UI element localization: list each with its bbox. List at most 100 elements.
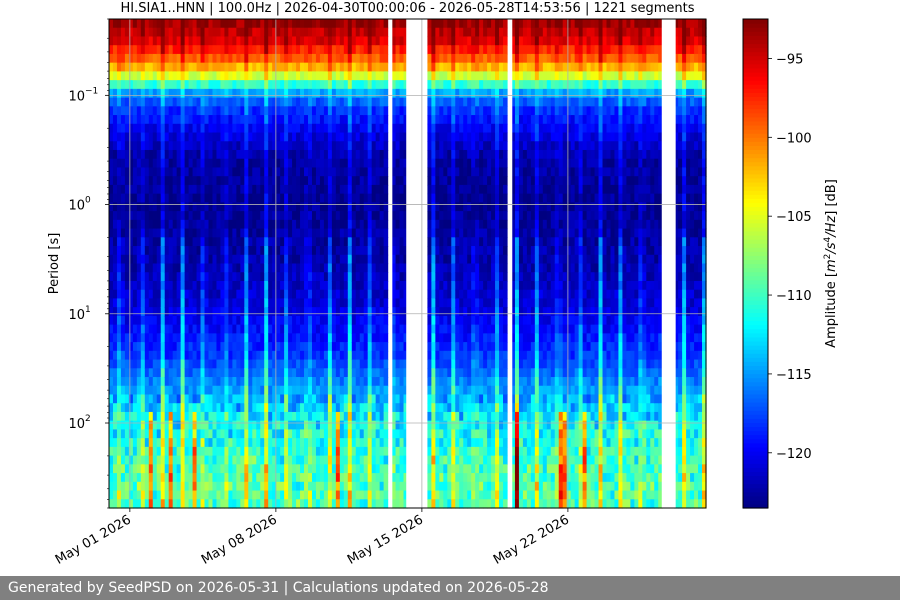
heatmap-cell <box>184 464 190 474</box>
heatmap-cell <box>319 289 325 300</box>
heatmap-cell <box>399 158 405 169</box>
heatmap-cell <box>220 455 226 465</box>
heatmap-cell <box>351 420 357 431</box>
heatmap-cell <box>292 333 297 343</box>
heatmap-cell <box>240 88 245 99</box>
heatmap-cell <box>300 106 305 116</box>
heatmap-cell <box>288 237 293 247</box>
heatmap-cell <box>160 45 166 55</box>
heatmap-cell <box>451 481 456 492</box>
heatmap-cell <box>156 27 162 38</box>
heatmap-cell <box>148 88 154 99</box>
heatmap-cell <box>355 420 361 431</box>
heatmap-cell <box>363 263 369 273</box>
heatmap-cell <box>463 411 468 422</box>
heatmap-cell <box>479 307 484 317</box>
heatmap-cell <box>455 342 460 352</box>
heatmap-cell <box>351 254 357 265</box>
heatmap-cell <box>292 438 297 448</box>
heatmap-cell <box>208 377 214 387</box>
heatmap-cell <box>308 411 313 422</box>
heatmap-cell <box>212 385 218 396</box>
heatmap-cell <box>463 324 468 334</box>
heatmap-cell <box>228 132 233 142</box>
heatmap-cell <box>371 385 377 396</box>
heatmap-cell <box>232 158 237 169</box>
heatmap-cell <box>379 219 385 230</box>
heatmap-cell <box>311 202 317 212</box>
heatmap-cell <box>296 149 301 160</box>
heatmap-cell <box>112 263 118 273</box>
heatmap-cell <box>220 123 226 134</box>
heatmap-cell <box>331 219 337 230</box>
heatmap-cell <box>172 176 178 186</box>
heatmap-cell <box>311 272 317 282</box>
heatmap-cell <box>216 263 222 273</box>
heatmap-cell <box>168 464 174 474</box>
heatmap-cell <box>451 499 456 509</box>
heatmap-cell <box>148 149 154 160</box>
heatmap-cell <box>284 473 289 483</box>
heatmap-cell <box>160 158 166 169</box>
heatmap-cell <box>455 446 460 457</box>
heatmap-cell <box>455 490 460 500</box>
heatmap-cell <box>451 420 456 431</box>
heatmap-cell <box>188 420 194 431</box>
heatmap-cell <box>264 307 269 317</box>
heatmap-cell <box>276 27 281 38</box>
heatmap-cell <box>124 246 130 256</box>
heatmap-cell <box>327 455 333 465</box>
heatmap-cell <box>192 272 198 282</box>
heatmap-cell <box>136 202 142 212</box>
heatmap-cell <box>140 176 146 186</box>
heatmap-cell <box>339 193 345 203</box>
heatmap-cell <box>479 19 484 29</box>
heatmap-cell <box>435 298 440 308</box>
heatmap-cell <box>367 403 373 413</box>
heatmap-cell <box>471 324 476 334</box>
heatmap-cell <box>319 132 325 142</box>
heatmap-cell <box>232 211 237 221</box>
heatmap-cell <box>431 342 436 352</box>
heatmap-cell <box>403 202 409 212</box>
heatmap-cell <box>136 403 142 413</box>
heatmap-cell <box>252 490 257 500</box>
heatmap-cell <box>272 263 277 273</box>
heatmap-cell <box>292 62 297 72</box>
heatmap-cell <box>331 254 337 265</box>
heatmap-cell <box>467 359 472 369</box>
heatmap-cell <box>304 176 309 186</box>
heatmap-cell <box>140 385 146 396</box>
heatmap-cell <box>224 80 229 90</box>
heatmap-cell <box>331 211 337 221</box>
heatmap-cell <box>355 53 361 64</box>
heatmap-cell <box>260 394 265 404</box>
heatmap-cell <box>268 272 273 282</box>
heatmap-cell <box>140 438 146 448</box>
heatmap-cell <box>172 368 178 378</box>
heatmap-cell <box>371 315 377 326</box>
heatmap-cell <box>204 403 210 413</box>
heatmap-cell <box>272 473 277 483</box>
heatmap-cell <box>128 411 134 422</box>
heatmap-cell <box>224 490 229 500</box>
heatmap-cell <box>144 280 150 291</box>
heatmap-cell <box>232 490 237 500</box>
heatmap-cell <box>144 97 150 107</box>
heatmap-cell <box>363 254 369 265</box>
heatmap-cell <box>120 289 126 300</box>
heatmap-cell <box>256 237 261 247</box>
heatmap-cell <box>371 464 377 474</box>
heatmap-cell <box>455 184 460 195</box>
heatmap-cell <box>379 80 385 90</box>
heatmap-cell <box>280 464 285 474</box>
heatmap-cell <box>475 132 480 142</box>
heatmap-cell <box>228 280 233 291</box>
heatmap-cell <box>331 289 337 300</box>
heatmap-cell <box>403 45 409 55</box>
heatmap-cell <box>224 106 229 116</box>
heatmap-cell <box>359 45 365 55</box>
heatmap-cell <box>483 97 488 107</box>
heatmap-cell <box>315 45 321 55</box>
heatmap-cell <box>284 429 289 439</box>
